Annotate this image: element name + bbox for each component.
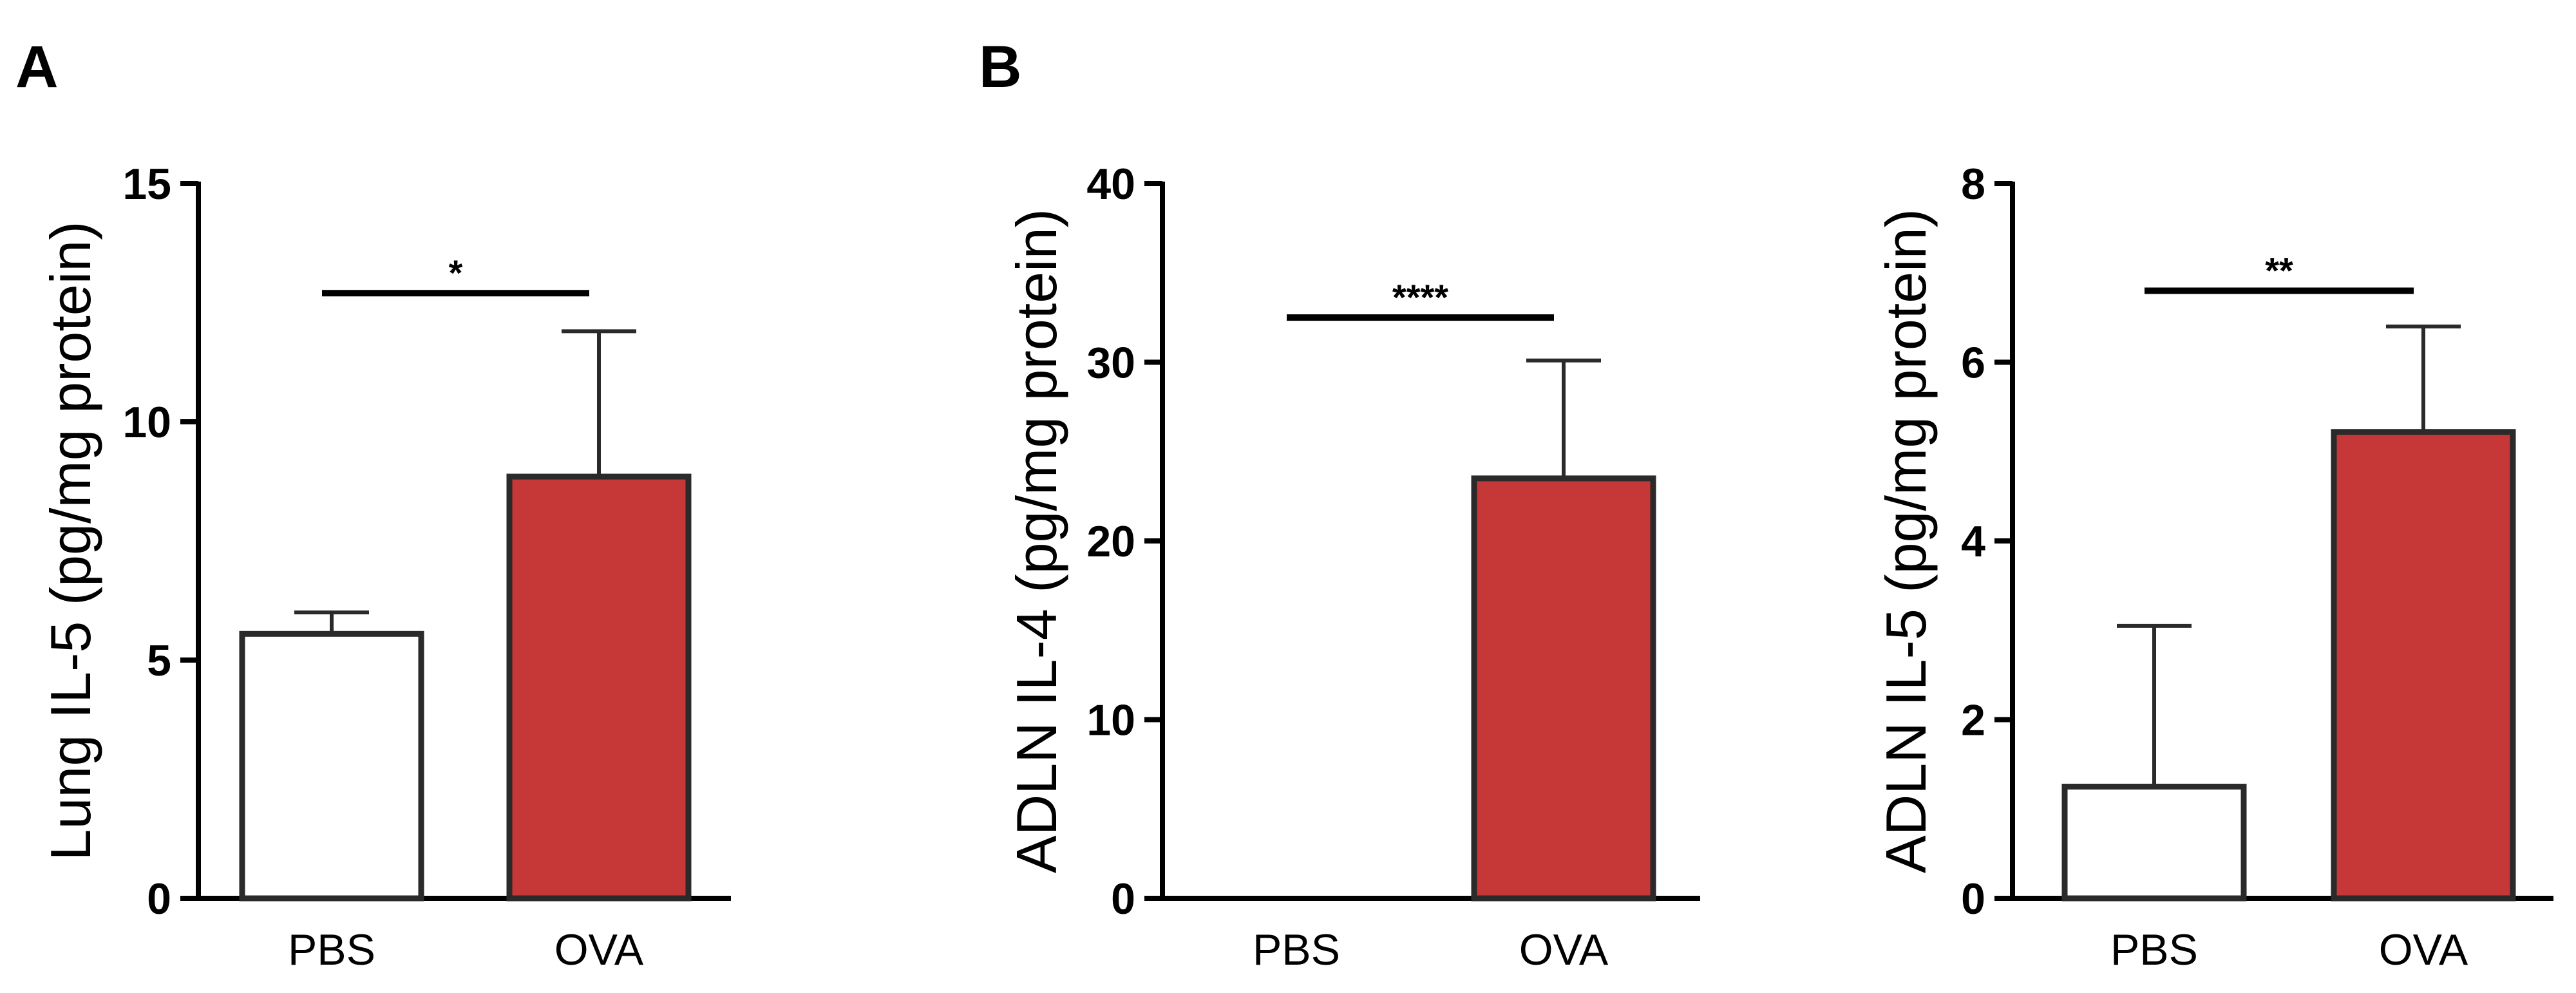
chart2-category-label: OVA [2379, 925, 2468, 974]
chart2-y-tick-label: 0 [1961, 875, 1985, 923]
chart1-bar-ova [1471, 475, 1656, 902]
chart0-significance-label: * [449, 252, 463, 293]
chart1-y-tick-label: 20 [1086, 517, 1135, 566]
chart-lung-il5: 0 5 10 15 Lung IL-5 (pg/mg protein) PBS OVA * [39, 160, 731, 974]
chart2-category-label: PBS [2110, 925, 2198, 974]
chart0-y-tick-label: 15 [122, 160, 171, 209]
chart0-y-tick-label: 10 [122, 398, 171, 447]
chart0-bar-ova [506, 473, 692, 902]
chart2-y-tick-label: 2 [1961, 696, 1985, 745]
chart2-y-axis-title: ADLN IL-5 (pg/mg protein) [1874, 209, 1938, 873]
chart0-y-axis-title: Lung IL-5 (pg/mg protein) [39, 221, 102, 860]
chart2-y-tick-label: 6 [1961, 339, 1985, 388]
chart0-y-tick-label: 5 [147, 636, 171, 685]
chart0-bar-pbs [239, 630, 424, 902]
chart0-category-label: OVA [554, 925, 644, 974]
chart1-y-tick-label: 10 [1086, 696, 1135, 745]
chart2-bar-ova [2331, 429, 2516, 902]
panel-letter-b: B [979, 34, 1021, 100]
panel-letter-a: A [15, 34, 58, 100]
chart-adln-il5: 0 2 4 6 8 ADLN IL-5 (pg/mg protein) PBS OVA ** [1874, 160, 2553, 974]
chart1-significance-label: **** [1392, 277, 1448, 317]
chart0-category-label: PBS [288, 925, 375, 974]
chart0-y-tick-label: 0 [147, 875, 171, 923]
chart1-category-label: PBS [1253, 925, 1340, 974]
chart2-bar-pbs [2061, 784, 2247, 902]
chart1-y-tick-label: 0 [1111, 875, 1135, 923]
chart-adln-il4: 0 10 20 30 40 ADLN IL-4 (pg/mg protein) PBS OVA… [1005, 160, 1700, 974]
chart2-y-tick-label: 8 [1961, 160, 1985, 209]
chart1-y-axis-title: ADLN IL-4 (pg/mg protein) [1005, 209, 1068, 873]
chart1-y-tick-label: 40 [1086, 160, 1135, 209]
chart2-significance-label: ** [2265, 251, 2293, 291]
chart1-y-tick-label: 30 [1086, 339, 1135, 388]
chart2-y-tick-label: 4 [1961, 517, 1985, 566]
chart1-category-label: OVA [1519, 925, 1609, 974]
